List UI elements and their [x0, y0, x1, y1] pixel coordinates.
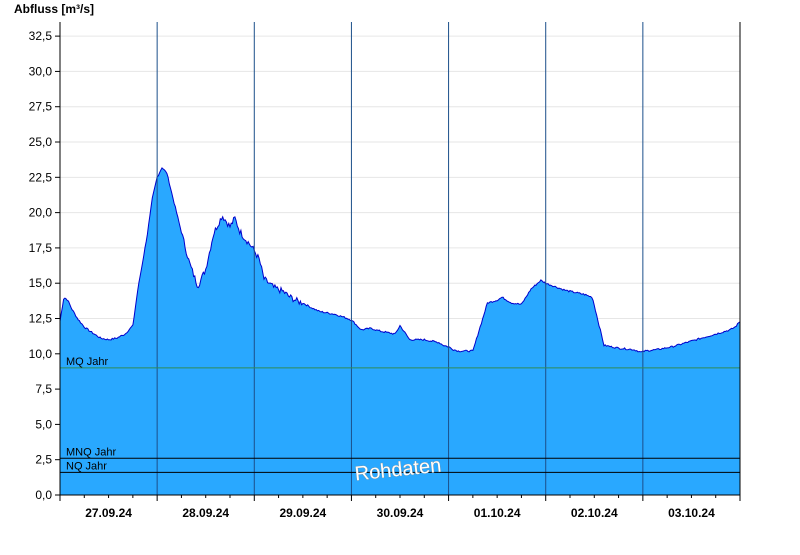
reference-line-label: MQ Jahr — [66, 356, 109, 368]
y-tick-label: 27,5 — [29, 100, 53, 114]
y-tick-label: 2,5 — [35, 453, 52, 467]
x-tick-label: 27.09.24 — [85, 506, 132, 520]
y-axis-title: Abfluss [m³/s] — [14, 2, 94, 16]
y-tick-label: 0,0 — [35, 488, 52, 502]
discharge-area — [60, 167, 740, 495]
day-separators — [156, 22, 644, 495]
x-tick-label: 30.09.24 — [377, 506, 424, 520]
reference-line-label: MNQ Jahr — [66, 446, 116, 458]
y-tick-label: 22,5 — [29, 170, 53, 184]
y-tick-label: 25,0 — [29, 135, 53, 149]
discharge-line — [59, 167, 741, 353]
y-tick-label: 20,0 — [29, 206, 53, 220]
area-layer — [59, 167, 741, 495]
y-tick-label: 5,0 — [35, 417, 52, 431]
x-tick-label: 29.09.24 — [279, 506, 326, 520]
y-tick-label: 32,5 — [29, 29, 53, 43]
y-tick-label: 7,5 — [35, 382, 52, 396]
reference-lines: MQ Jahr MNQ Jahr NQ Jahr — [60, 356, 740, 473]
x-tick-label: 28.09.24 — [182, 506, 229, 520]
x-ticks: 27.09.24 28.09.24 29.09.24 30.09.24 01.10.24… — [59, 495, 741, 520]
y-tick-label: 10,0 — [29, 347, 53, 361]
y-tick-label: 15,0 — [29, 276, 53, 290]
x-tick-label: 02.10.24 — [571, 506, 618, 520]
x-tick-label: 01.10.24 — [474, 506, 521, 520]
y-tick-label: 17,5 — [29, 241, 53, 255]
y-tick-label: 30,0 — [29, 64, 53, 78]
y-ticks: 0,0 2,5 5,0 7,5 10,0 12,5 15,0 17,5 20,0 22,5 25,0… — [29, 29, 60, 502]
x-tick-label: 03.10.24 — [668, 506, 715, 520]
reference-line-label: NQ Jahr — [66, 460, 107, 472]
y-tick-label: 12,5 — [29, 312, 53, 326]
